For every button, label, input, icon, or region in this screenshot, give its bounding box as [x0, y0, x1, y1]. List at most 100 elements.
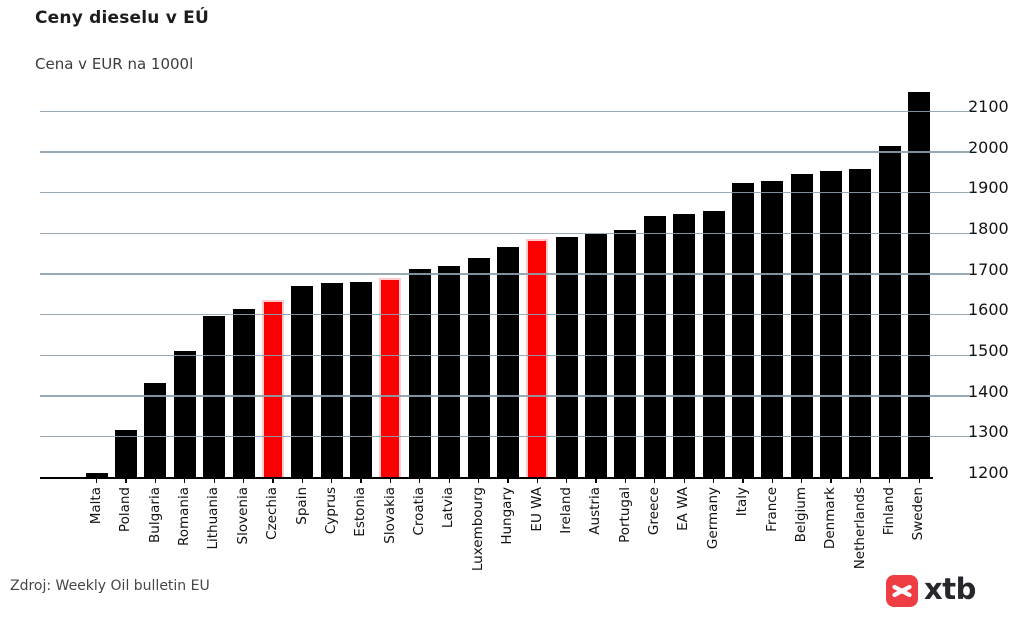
- x-tick-czechia: [272, 478, 274, 483]
- bar-portugal: [614, 229, 637, 478]
- x-label-greece: Greece: [646, 487, 663, 536]
- x-label-malta: Malta: [87, 487, 104, 525]
- x-tick-slovenia: [242, 478, 245, 483]
- x-tick-finland: [889, 478, 891, 483]
- bar-slot: [493, 84, 522, 478]
- y-tick-label-2100: 2100: [968, 97, 1009, 117]
- x-label-romania: Romania: [176, 487, 193, 547]
- x-tick-bulgaria: [154, 478, 157, 483]
- x-label-austria: Austria: [587, 487, 604, 535]
- x-tick-netherlands: [859, 478, 862, 483]
- bar-italy: [731, 182, 754, 478]
- chart-title: Ceny dieselu v EÚ: [35, 8, 209, 28]
- x-label-ea-wa: EA WA: [675, 487, 692, 531]
- bar-austria: [585, 234, 608, 478]
- bars-layer: [82, 84, 934, 478]
- bar-slot: [170, 84, 199, 478]
- y-tick-label-1400: 1400: [968, 381, 1009, 401]
- bar-eu-wa: [526, 238, 549, 478]
- bar-slot: [317, 84, 346, 478]
- x-tick-ireland: [566, 478, 568, 483]
- y-tick-label-1800: 1800: [968, 219, 1009, 239]
- bar-slot: [611, 84, 640, 478]
- brand-name: xtb: [924, 572, 976, 606]
- y-tick-label-1300: 1300: [968, 422, 1009, 442]
- y-axis-labels: 1200 1300 1400 1500 1600 1700 1800 1900 2000 2100: [968, 84, 1012, 482]
- bar-sweden: [908, 91, 931, 478]
- bar-france: [761, 180, 784, 478]
- bar-slot: [288, 84, 317, 478]
- bar-lithuania: [203, 316, 226, 478]
- x-label-finland: Finland: [881, 487, 898, 536]
- x-label-france: France: [763, 487, 780, 532]
- x-label-hungary: Hungary: [499, 487, 516, 545]
- bar-slovakia: [379, 277, 402, 478]
- x-tick-latvia: [448, 478, 450, 483]
- bar-slot: [376, 84, 405, 478]
- y-tick-label-1200: 1200: [968, 463, 1009, 482]
- x-label-spain: Spain: [293, 487, 310, 525]
- x-label-belgium: Belgium: [792, 487, 809, 543]
- y-tick-label-1600: 1600: [968, 300, 1009, 320]
- bar-slot: [346, 84, 375, 478]
- bar-slot: [229, 84, 258, 478]
- x-tick-sweden: [918, 478, 920, 483]
- x-label-italy: Italy: [734, 487, 751, 517]
- bar-spain: [291, 286, 314, 478]
- x-label-netherlands: Netherlands: [851, 487, 868, 570]
- x-label-germany: Germany: [704, 487, 721, 550]
- x-tick-lithuania: [213, 478, 215, 483]
- bar-poland: [115, 430, 138, 478]
- bar-slot: [905, 84, 934, 478]
- bar-slot: [699, 84, 728, 478]
- x-axis-labels: Malta Poland Bulgaria Romania Lithuania Slove…: [82, 487, 934, 599]
- bar-bulgaria: [144, 383, 167, 478]
- x-tick-belgium: [801, 478, 803, 483]
- x-label-lithuania: Lithuania: [205, 487, 222, 550]
- x-label-eu-wa: EU WA: [528, 487, 545, 532]
- x-tick-estonia: [360, 478, 362, 483]
- bar-denmark: [820, 170, 843, 478]
- bar-slot: [758, 84, 787, 478]
- bar-ireland: [555, 236, 578, 478]
- x-label-denmark: Denmark: [822, 487, 839, 550]
- x-tick-cyprus: [331, 478, 333, 483]
- bar-slot: [787, 84, 816, 478]
- bar-slot: [640, 84, 669, 478]
- x-label-czechia: Czechia: [264, 487, 281, 540]
- bar-slot: [405, 84, 434, 478]
- x-tick-malta: [96, 478, 98, 483]
- x-tick-slovakia: [389, 478, 392, 483]
- x-tick-greece: [654, 478, 656, 483]
- bar-greece: [643, 215, 666, 478]
- x-tick-luxembourg: [477, 478, 480, 483]
- bar-slot: [728, 84, 757, 478]
- x-label-sweden: Sweden: [910, 487, 927, 541]
- bar-slot: [581, 84, 610, 478]
- bar-croatia: [408, 269, 431, 478]
- x-tick-portugal: [624, 478, 627, 483]
- x-tick-marks: [82, 478, 934, 484]
- bar-slot: [141, 84, 170, 478]
- bar-slot: [258, 84, 287, 478]
- x-tick-france: [771, 478, 773, 483]
- y-tick-label-2000: 2000: [968, 137, 1009, 157]
- x-label-bulgaria: Bulgaria: [146, 487, 163, 543]
- x-tick-germany: [712, 478, 715, 483]
- bar-hungary: [496, 247, 519, 478]
- bar-latvia: [438, 266, 461, 478]
- brand-logo: xtb: [886, 575, 976, 607]
- bar-slot: [523, 84, 552, 478]
- x-label-cyprus: Cyprus: [322, 487, 339, 535]
- x-tick-romania: [184, 478, 186, 483]
- chart-subtitle: Cena v EUR na 1000l: [35, 55, 194, 73]
- x-label-latvia: Latvia: [440, 487, 457, 529]
- x-tick-denmark: [830, 478, 832, 483]
- x-tick-hungary: [507, 478, 509, 483]
- x-label-slovenia: Slovenia: [234, 487, 251, 545]
- x-label-poland: Poland: [117, 487, 134, 533]
- x-label-slovakia: Slovakia: [381, 487, 398, 544]
- x-tick-poland: [125, 478, 127, 483]
- bar-cyprus: [320, 282, 343, 478]
- bar-luxembourg: [467, 257, 490, 478]
